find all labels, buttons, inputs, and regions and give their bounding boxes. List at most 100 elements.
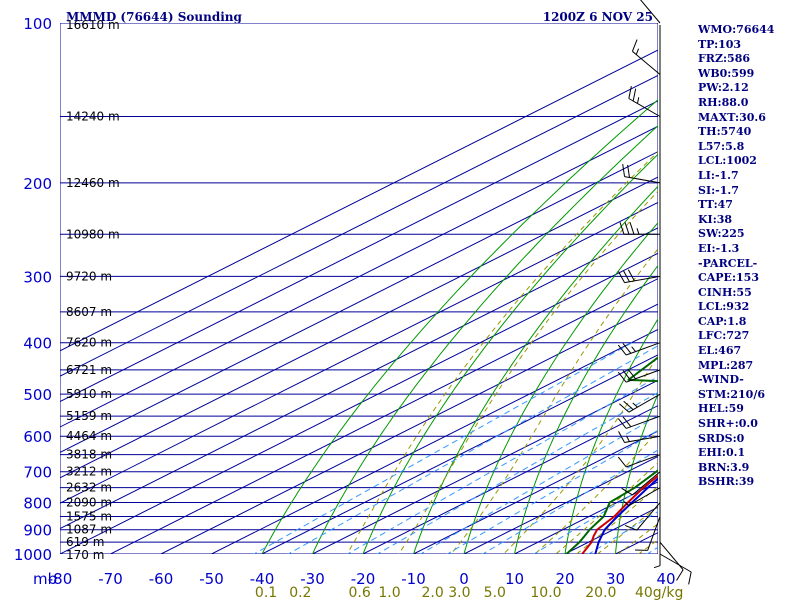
wind-barb	[619, 393, 661, 413]
temperature-tick-label: 40	[656, 570, 675, 588]
index-item: TP:103	[698, 37, 742, 51]
wind-barb	[618, 269, 661, 284]
mixing-ratio-tick-label: 20.0	[585, 585, 616, 600]
index-item: EI:-1.3	[698, 241, 740, 255]
mixing-ratio-line	[376, 391, 658, 554]
index-item: FRZ:586	[698, 52, 751, 66]
index-item: TT:47	[698, 198, 733, 212]
temperature-tick-label: -10	[401, 570, 426, 588]
height-label: 170 m	[66, 548, 104, 562]
temperature-profile	[581, 474, 658, 554]
height-label: 16610 m	[66, 18, 120, 32]
mixing-ratio-tick-label: 5.0	[484, 585, 506, 600]
height-label: 6721 m	[66, 363, 112, 377]
index-item: CAPE:153	[698, 271, 759, 285]
mixing-ratio-tick-label: 40g/kg	[635, 585, 683, 600]
wind-barb	[618, 431, 661, 443]
index-item: WB0:599	[698, 66, 755, 80]
isotherm-line	[60, 252, 658, 554]
temperature-tick-label: -70	[98, 570, 123, 588]
pressure-tick-label: 800	[23, 495, 52, 513]
pressure-tick-label: 200	[23, 175, 52, 193]
index-item: HEL:59	[698, 402, 744, 416]
height-label: 3818 m	[66, 448, 112, 462]
wind-barb	[624, 502, 661, 531]
isotherm-line	[60, 100, 658, 403]
wind-barb	[653, 529, 661, 569]
isotherm-line	[261, 354, 658, 554]
index-item: BSHR:39	[698, 475, 755, 489]
wind-barb	[631, 39, 661, 75]
wind-barb	[621, 471, 661, 496]
wind-barb	[619, 222, 660, 235]
index-item: EHI:0.1	[698, 446, 746, 460]
index-item: SI:-1.7	[698, 183, 739, 197]
index-item: LI:-1.7	[698, 168, 739, 182]
pressure-tick-label: 100	[23, 15, 52, 33]
mixing-ratio-tick-label: 0.6	[348, 585, 370, 600]
index-item: WMO:76644	[698, 23, 775, 36]
height-label: 2090 m	[66, 496, 112, 510]
isotherm-line	[60, 49, 658, 352]
height-label: 1575 m	[66, 510, 112, 524]
wind-barb	[617, 454, 661, 468]
moist-adiabat	[596, 505, 658, 554]
index-item: CAP:1.8	[698, 314, 747, 328]
height-label: 8607 m	[66, 305, 112, 319]
x-axis-unit-label: mb	[33, 570, 57, 588]
moist-adiabat-lines	[346, 151, 658, 554]
pressure-tick-label: 900	[23, 522, 52, 540]
moist-adiabat	[575, 485, 658, 554]
index-item: MAXT:30.6	[698, 110, 766, 124]
mixing-ratio-tick-label: 0.1	[255, 585, 277, 600]
wind-barb	[623, 487, 661, 507]
dry-adiabat	[614, 392, 658, 554]
wind-barb	[640, 0, 661, 24]
dewpoint-profile	[565, 356, 658, 554]
dry-adiabat	[513, 264, 658, 554]
index-item: EL:467	[698, 344, 742, 358]
isotherm-line	[60, 151, 658, 453]
index-item: SW:225	[698, 227, 745, 241]
temperature-tick-label: -80	[48, 570, 73, 588]
isotherm-line	[60, 125, 658, 428]
temperature-tick-label: -40	[250, 570, 275, 588]
moist-adiabat	[617, 523, 658, 554]
mixing-ratio-line	[287, 345, 658, 554]
mixing-ratio-tick-label: 1.0	[378, 585, 400, 600]
temperature-tick-label: -50	[199, 570, 224, 588]
height-label: 5159 m	[66, 409, 112, 423]
dry-adiabat	[261, 99, 658, 554]
wind-barbs	[617, 0, 692, 585]
index-item: STM:210/6	[698, 387, 765, 401]
height-label: 2632 m	[66, 481, 112, 495]
temperature-tick-label: 10	[505, 570, 524, 588]
sounding-profiles	[565, 356, 658, 554]
isobar-and-isotherm-grid	[60, 23, 658, 554]
wind-barb	[635, 516, 661, 551]
mixing-ratio-tick-label: 3.0	[448, 585, 470, 600]
temperature-tick-label: -60	[149, 570, 174, 588]
isotherm-line	[60, 74, 658, 377]
dry-adiabat	[311, 125, 658, 554]
parcel-profile	[594, 477, 658, 554]
height-label: 12460 m	[66, 176, 120, 190]
index-item: -WIND-	[698, 373, 744, 387]
isotherm-line	[413, 430, 658, 554]
pressure-tick-label: 600	[23, 428, 52, 446]
index-item: KI:38	[698, 212, 733, 226]
index-item: LCL:1002	[698, 154, 757, 168]
wind-barb	[617, 368, 661, 383]
mixing-ratio-line	[346, 376, 658, 554]
height-label: 4464 m	[66, 429, 112, 443]
dry-adiabat	[564, 317, 658, 554]
index-item: -PARCEL-	[698, 256, 758, 270]
height-label: 619 m	[66, 535, 104, 549]
height-label: 10980 m	[66, 227, 120, 241]
moist-adiabat	[502, 354, 658, 554]
index-item: SHR+:0.0	[698, 417, 758, 431]
isotherm-line	[160, 303, 658, 554]
height-label: 14240 m	[66, 110, 120, 124]
chart-timestamp: 1200Z 6 NOV 25	[543, 10, 653, 24]
